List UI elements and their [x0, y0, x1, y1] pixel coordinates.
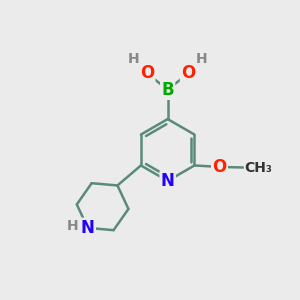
Text: B: B: [161, 81, 174, 99]
Text: O: O: [181, 64, 195, 82]
Text: H: H: [67, 219, 79, 233]
Text: N: N: [161, 172, 175, 190]
Text: H: H: [196, 52, 207, 66]
Text: CH₃: CH₃: [244, 160, 272, 175]
Text: N: N: [81, 219, 95, 237]
Text: H: H: [128, 52, 140, 66]
Text: O: O: [212, 158, 226, 176]
Text: O: O: [140, 64, 154, 82]
